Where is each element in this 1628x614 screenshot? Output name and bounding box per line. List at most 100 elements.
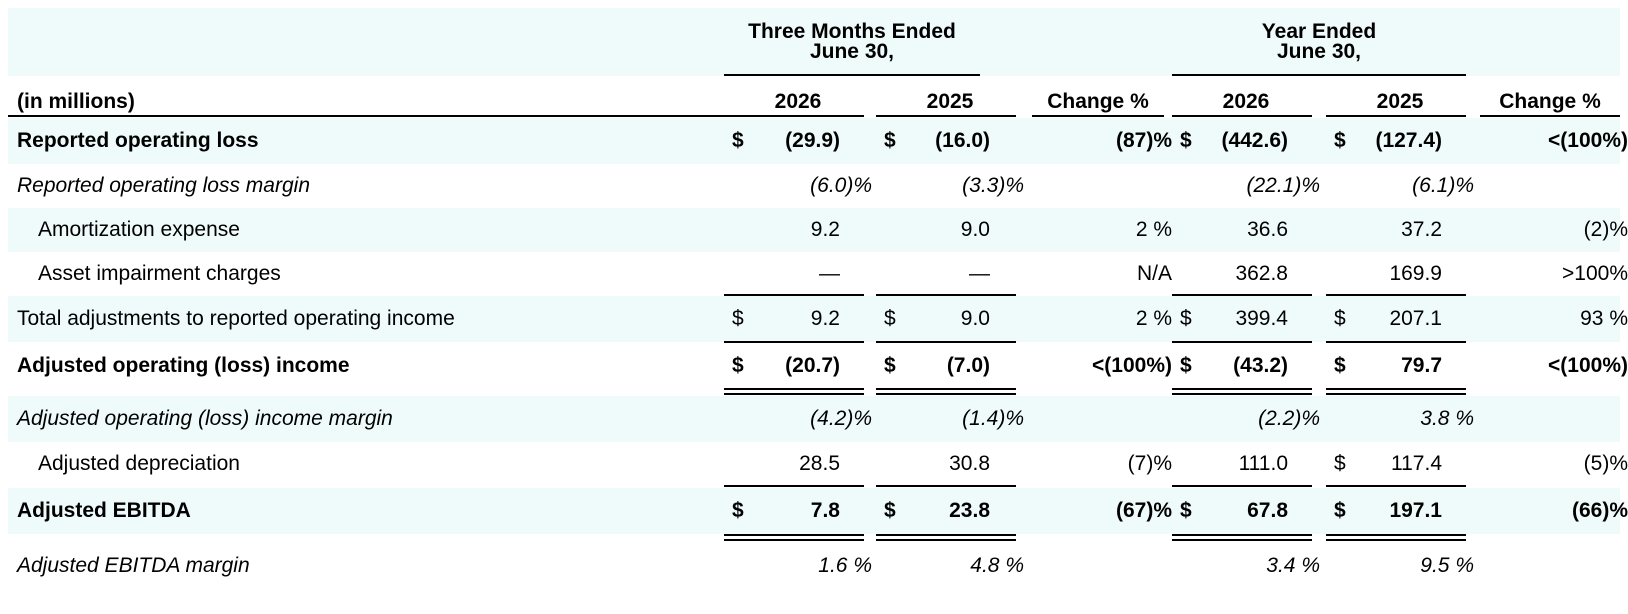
y-change-value: (5)% bbox=[1583, 452, 1628, 475]
header-rule-qchg bbox=[1032, 115, 1164, 117]
y25-value: 117.4 bbox=[1391, 452, 1442, 475]
y25-value: 3.8 % bbox=[1420, 407, 1474, 430]
y-change-value: <(100%) bbox=[1548, 354, 1628, 377]
header-rule-y25 bbox=[1326, 115, 1466, 117]
double-rule bbox=[1326, 534, 1466, 541]
subtotal-rule bbox=[724, 294, 864, 296]
row-label: Asset impairment charges bbox=[38, 262, 281, 285]
y25-value: (127.4) bbox=[1375, 129, 1442, 152]
q-change-value: (7)% bbox=[1127, 452, 1172, 475]
dollar-sign: $ bbox=[732, 307, 744, 330]
table-row: Adjusted operating (loss) income $ (20.7… bbox=[8, 344, 1628, 388]
row-label: Adjusted operating (loss) income margin bbox=[17, 407, 393, 430]
row-label: Adjusted EBITDA bbox=[17, 499, 191, 522]
row-label: Reported operating loss margin bbox=[17, 174, 310, 197]
year-header-line1: Year Ended bbox=[1261, 20, 1377, 43]
header-rule-ychg bbox=[1480, 115, 1620, 117]
q26-value: 9.2 bbox=[810, 307, 840, 330]
row-label: Adjusted EBITDA margin bbox=[17, 554, 250, 577]
table-row: Total adjustments to reported operating … bbox=[8, 296, 1628, 342]
dollar-sign: $ bbox=[732, 129, 744, 152]
table-row: Asset impairment charges — — N/A 362.8 1… bbox=[8, 252, 1628, 296]
y26-value: 399.4 bbox=[1235, 307, 1288, 330]
table-row: Reported operating loss $ (29.9) $ (16.0… bbox=[8, 118, 1628, 164]
y26-value: 362.8 bbox=[1235, 262, 1288, 285]
double-rule bbox=[1172, 534, 1312, 541]
q26-value: 28.5 bbox=[799, 452, 840, 475]
total-rule bbox=[724, 341, 864, 343]
header-rule-q25 bbox=[876, 115, 1016, 117]
subtotal-rule bbox=[876, 294, 1016, 296]
three-months-header: Three Months Ended June 30, bbox=[724, 21, 980, 63]
q25-value: (3.3)% bbox=[962, 174, 1024, 197]
total-rule bbox=[1326, 341, 1466, 343]
year-header-line2: June 30, bbox=[1276, 40, 1362, 63]
q-change-value: 2 % bbox=[1135, 307, 1172, 330]
subtotal-rule bbox=[1326, 294, 1466, 296]
col-q-change: Change % bbox=[1047, 90, 1149, 113]
y25-value: 169.9 bbox=[1389, 262, 1442, 285]
year-underline bbox=[1172, 74, 1466, 76]
y25-value: 207.1 bbox=[1389, 307, 1442, 330]
y26-value: 36.6 bbox=[1247, 218, 1288, 241]
q25-value: (1.4)% bbox=[962, 407, 1024, 430]
table-row: Adjusted depreciation 28.5 30.8 (7)% 111… bbox=[8, 442, 1628, 486]
three-months-header-line2: June 30, bbox=[809, 40, 895, 63]
col-q-2026: 2026 bbox=[774, 90, 822, 113]
q25-value: 9.0 bbox=[960, 218, 990, 241]
q26-value: 9.2 bbox=[810, 218, 840, 241]
dollar-sign: $ bbox=[732, 354, 744, 377]
y26-value: 67.8 bbox=[1247, 499, 1288, 522]
y25-value: (6.1)% bbox=[1412, 174, 1474, 197]
dollar-sign: $ bbox=[884, 354, 896, 377]
dollar-sign: $ bbox=[1180, 129, 1192, 152]
subtotal-rule bbox=[876, 485, 1016, 487]
col-y-2025: 2025 bbox=[1376, 90, 1424, 113]
dollar-sign: $ bbox=[1180, 354, 1192, 377]
q25-value: 9.0 bbox=[960, 307, 990, 330]
subtotal-rule bbox=[724, 485, 864, 487]
row-label: Reported operating loss bbox=[17, 129, 259, 152]
dollar-sign: $ bbox=[732, 499, 744, 522]
double-rule bbox=[1326, 388, 1466, 395]
dollar-sign: $ bbox=[884, 129, 896, 152]
col-q-2025: 2025 bbox=[926, 90, 974, 113]
y25-value: 9.5 % bbox=[1420, 554, 1474, 577]
q25-value: 4.8 % bbox=[970, 554, 1024, 577]
row-label: Amortization expense bbox=[38, 218, 240, 241]
q26-value: (6.0)% bbox=[810, 174, 872, 197]
dollar-sign: $ bbox=[884, 499, 896, 522]
q25-value: 23.8 bbox=[949, 499, 990, 522]
q-change-value: (87)% bbox=[1115, 129, 1172, 152]
y-change-value: 93 % bbox=[1580, 307, 1628, 330]
three-months-underline bbox=[724, 74, 980, 76]
double-rule bbox=[1172, 388, 1312, 395]
dollar-sign: $ bbox=[884, 307, 896, 330]
row-label: Total adjustments to reported operating … bbox=[17, 307, 455, 330]
q25-value: 30.8 bbox=[949, 452, 990, 475]
dollar-sign: $ bbox=[1334, 129, 1346, 152]
header-rule-label bbox=[8, 115, 864, 117]
y26-value: (442.6) bbox=[1221, 129, 1288, 152]
dollar-sign: $ bbox=[1180, 307, 1192, 330]
q25-value: (7.0) bbox=[946, 354, 990, 377]
q26-value: (4.2)% bbox=[810, 407, 872, 430]
double-rule bbox=[724, 534, 864, 541]
q-change-value: (67)% bbox=[1115, 499, 1172, 522]
q26-value: — bbox=[819, 262, 840, 285]
y26-value: 111.0 bbox=[1238, 452, 1288, 475]
header-band bbox=[8, 8, 1620, 76]
dollar-sign: $ bbox=[1334, 452, 1346, 475]
y-change-value: (2)% bbox=[1583, 218, 1628, 241]
total-rule bbox=[876, 341, 1016, 343]
col-y-change: Change % bbox=[1499, 90, 1601, 113]
y-change-value: (66)% bbox=[1571, 499, 1628, 522]
row-label: Adjusted depreciation bbox=[38, 452, 240, 475]
row-label: Adjusted operating (loss) income bbox=[17, 354, 350, 377]
total-rule bbox=[1172, 341, 1312, 343]
table-row: Adjusted EBITDA $ 7.8 $ 23.8 (67)% $ 67.… bbox=[8, 488, 1628, 534]
q-change-value: 2 % bbox=[1135, 218, 1172, 241]
dollar-sign: $ bbox=[1334, 499, 1346, 522]
dollar-sign: $ bbox=[1334, 307, 1346, 330]
double-rule bbox=[876, 388, 1016, 395]
